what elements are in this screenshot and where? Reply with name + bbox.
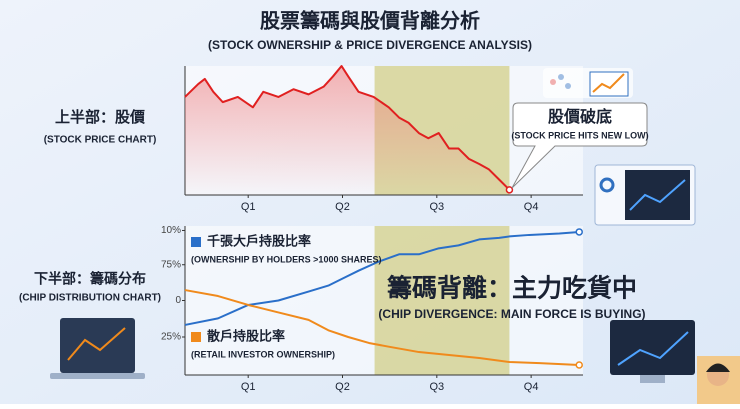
end-marker bbox=[575, 228, 583, 236]
laptop-icon bbox=[50, 318, 145, 379]
presenter-photo bbox=[697, 356, 740, 404]
y-tick-label: 25% bbox=[161, 332, 181, 343]
x-tick-label: Q3 bbox=[429, 381, 444, 393]
end-marker bbox=[505, 186, 514, 194]
annotation-en: (CHIP DIVERGENCE: MAIN FORCE IS BUYING) bbox=[378, 307, 645, 321]
annotation: 股價破底 bbox=[548, 107, 612, 126]
series-line bbox=[184, 289, 580, 367]
section-label: 上半部：股價 bbox=[55, 108, 146, 126]
legend-swatch bbox=[191, 332, 201, 342]
legend-label: 散戶持股比率 bbox=[207, 328, 285, 343]
monitor-icon bbox=[610, 320, 695, 383]
legend-label: 千張大戶持股比率 bbox=[207, 233, 311, 248]
y-tick-label: 10% bbox=[161, 225, 181, 236]
legend-swatch bbox=[191, 237, 201, 247]
end-marker bbox=[575, 361, 583, 369]
x-tick-label: Q2 bbox=[335, 381, 350, 393]
monitor-icon bbox=[594, 164, 696, 226]
y-tick-label: 0 bbox=[175, 295, 181, 306]
x-tick-label: Q4 bbox=[524, 381, 539, 393]
series-line bbox=[184, 65, 511, 191]
subtitle: (STOCK OWNERSHIP & PRICE DIVERGENCE ANAL… bbox=[208, 38, 532, 52]
annotation-en: (STOCK PRICE HITS NEW LOW) bbox=[511, 130, 648, 140]
legend-label-en: (OWNERSHIP BY HOLDERS >1000 SHARES) bbox=[191, 254, 381, 264]
x-tick-label: Q1 bbox=[241, 381, 256, 393]
callout bbox=[511, 102, 648, 189]
x-tick-label: Q3 bbox=[429, 201, 444, 213]
section-label-en: (CHIP DISTRIBUTION CHART) bbox=[19, 293, 161, 304]
title: 股票籌碼與股價背離分析 bbox=[260, 8, 480, 32]
x-tick-label: Q2 bbox=[335, 201, 350, 213]
legend-label-en: (RETAIL INVESTOR OWNERSHIP) bbox=[191, 349, 335, 359]
x-tick-label: Q1 bbox=[241, 201, 256, 213]
price-area bbox=[185, 66, 510, 195]
x-tick-label: Q4 bbox=[524, 201, 539, 213]
series-line bbox=[184, 230, 580, 326]
section-label-en: (STOCK PRICE CHART) bbox=[44, 135, 157, 146]
y-tick-label: 75% bbox=[161, 259, 181, 270]
highlight-band bbox=[374, 226, 510, 375]
annotation: 籌碼背離：主力吃貨中 bbox=[387, 274, 637, 303]
section-label: 下半部：籌碼分布 bbox=[34, 271, 146, 287]
